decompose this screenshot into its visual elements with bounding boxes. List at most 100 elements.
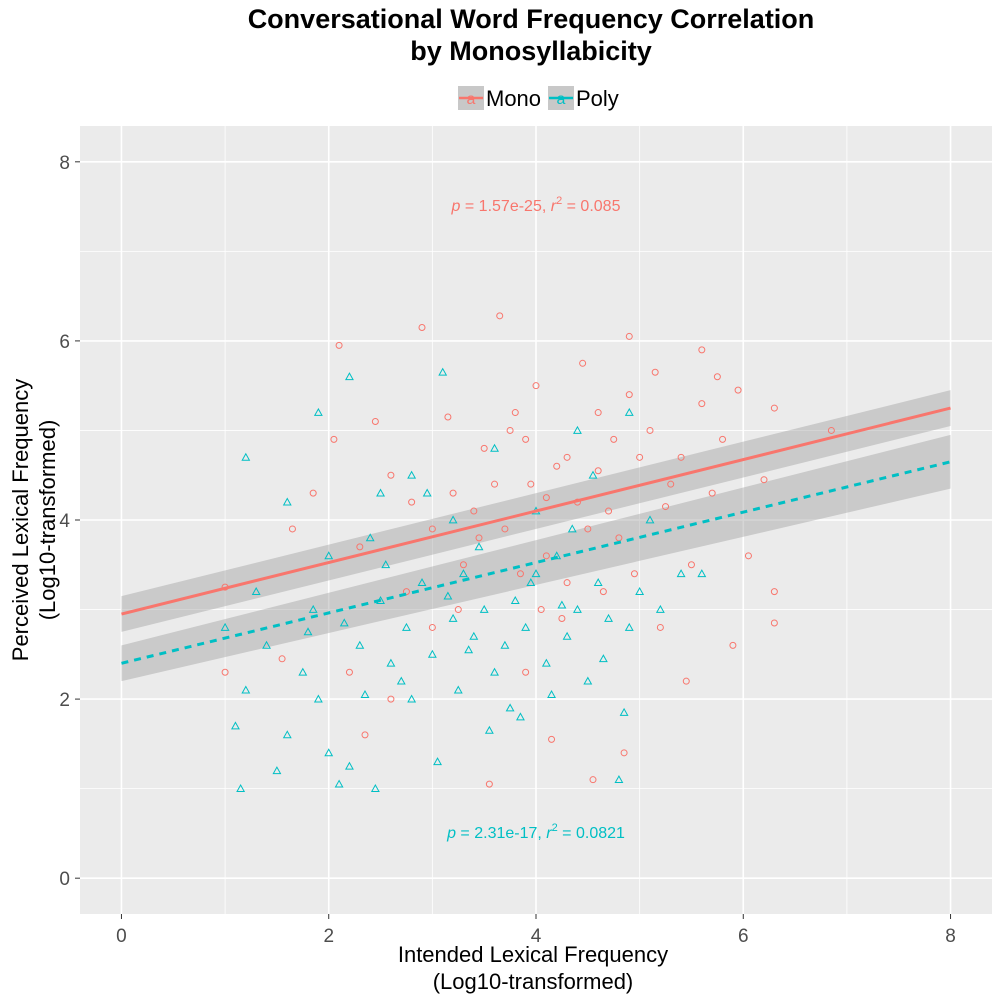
- point-poly: [231, 721, 240, 730]
- point-mono: [827, 426, 835, 434]
- y-axis-title: Perceived Lexical Frequency (Log10-trans…: [8, 379, 60, 661]
- point-poly: [339, 618, 349, 627]
- point-mono: [356, 543, 364, 551]
- point-poly: [386, 658, 396, 667]
- legend-label-mono: Mono: [486, 86, 541, 111]
- point-mono: [527, 480, 535, 488]
- point-poly: [324, 551, 334, 560]
- point-mono: [719, 435, 727, 443]
- point-mono: [708, 489, 716, 497]
- point-mono: [511, 409, 519, 417]
- point-poly: [526, 578, 536, 587]
- point-poly: [422, 488, 432, 497]
- point-poly: [433, 757, 442, 766]
- point-mono: [563, 579, 571, 587]
- point-poly: [490, 667, 499, 676]
- point-mono: [542, 552, 550, 560]
- confidence-band-poly: [121, 434, 951, 682]
- point-poly: [313, 407, 323, 416]
- point-mono: [542, 494, 550, 502]
- point-poly: [604, 613, 613, 622]
- point-mono: [744, 552, 752, 560]
- point-poly: [402, 622, 411, 631]
- legend-key-mono-glyph: a: [467, 91, 476, 108]
- point-mono: [408, 498, 416, 506]
- point-mono: [506, 426, 514, 434]
- point-poly: [448, 613, 458, 622]
- point-mono: [651, 368, 659, 376]
- point-poly: [573, 604, 582, 613]
- point-mono: [698, 346, 706, 354]
- point-mono: [677, 453, 685, 461]
- point-poly: [334, 779, 344, 788]
- point-poly: [241, 452, 251, 461]
- regression-line-mono: [121, 406, 951, 616]
- point-mono: [630, 570, 638, 578]
- point-poly: [376, 488, 385, 497]
- point-poly: [345, 761, 354, 770]
- point-mono: [729, 641, 737, 649]
- point-poly: [588, 470, 598, 479]
- point-poly: [407, 470, 417, 479]
- point-poly: [427, 649, 437, 658]
- point-poly: [624, 407, 634, 416]
- point-poly: [500, 640, 510, 649]
- point-poly: [479, 604, 489, 613]
- point-mono: [770, 404, 778, 412]
- point-mono: [288, 525, 296, 533]
- x-axis-title-line-2: (Log10-transformed): [433, 969, 634, 994]
- point-poly: [490, 443, 499, 452]
- point-poly: [624, 622, 634, 631]
- point-poly: [459, 569, 468, 578]
- grid: [80, 126, 992, 914]
- point-poly: [655, 604, 665, 613]
- point-poly: [443, 591, 453, 600]
- point-mono: [770, 588, 778, 596]
- point-mono: [449, 489, 457, 497]
- point-mono: [459, 561, 467, 569]
- point-poly: [583, 676, 593, 685]
- point-mono: [537, 606, 545, 614]
- point-mono: [625, 391, 633, 399]
- point-poly: [370, 784, 380, 793]
- point-poly: [324, 748, 334, 757]
- point-mono: [516, 570, 524, 578]
- point-mono: [278, 655, 286, 663]
- point-poly: [557, 600, 567, 609]
- y-tick-label: 8: [59, 153, 70, 174]
- point-mono: [579, 359, 587, 367]
- point-poly: [251, 587, 261, 596]
- point-poly: [241, 685, 251, 694]
- point-poly: [593, 578, 603, 587]
- point-mono: [594, 409, 602, 417]
- stat-annotation-mono: p = 1.57e-25, r2 = 0.085: [451, 195, 621, 215]
- point-mono: [625, 332, 633, 340]
- point-poly: [448, 515, 458, 524]
- point-poly: [313, 694, 323, 703]
- x-tick-label: 6: [738, 926, 749, 947]
- point-poly: [505, 703, 515, 712]
- point-poly: [220, 622, 230, 631]
- point-poly: [308, 604, 318, 613]
- point-mono: [522, 668, 530, 676]
- point-mono: [770, 619, 778, 627]
- point-poly: [236, 784, 246, 793]
- legend: a Mono a Poly: [458, 86, 619, 111]
- point-mono: [610, 435, 618, 443]
- point-poly: [303, 627, 313, 636]
- point-poly: [619, 707, 629, 716]
- point-poly: [262, 640, 271, 649]
- point-poly: [453, 685, 463, 694]
- axes: 0 2 4 6 8 0 2 4 6 8: [59, 153, 955, 947]
- point-poly: [614, 775, 624, 784]
- regression-lines: [121, 406, 951, 665]
- point-mono: [698, 400, 706, 408]
- legend-key-poly-glyph: a: [557, 91, 566, 108]
- point-poly: [562, 631, 572, 640]
- point-poly: [635, 587, 645, 596]
- point-mono: [480, 444, 488, 452]
- point-poly: [355, 640, 365, 649]
- point-mono: [589, 776, 597, 784]
- point-poly: [598, 654, 608, 663]
- point-mono: [221, 668, 229, 676]
